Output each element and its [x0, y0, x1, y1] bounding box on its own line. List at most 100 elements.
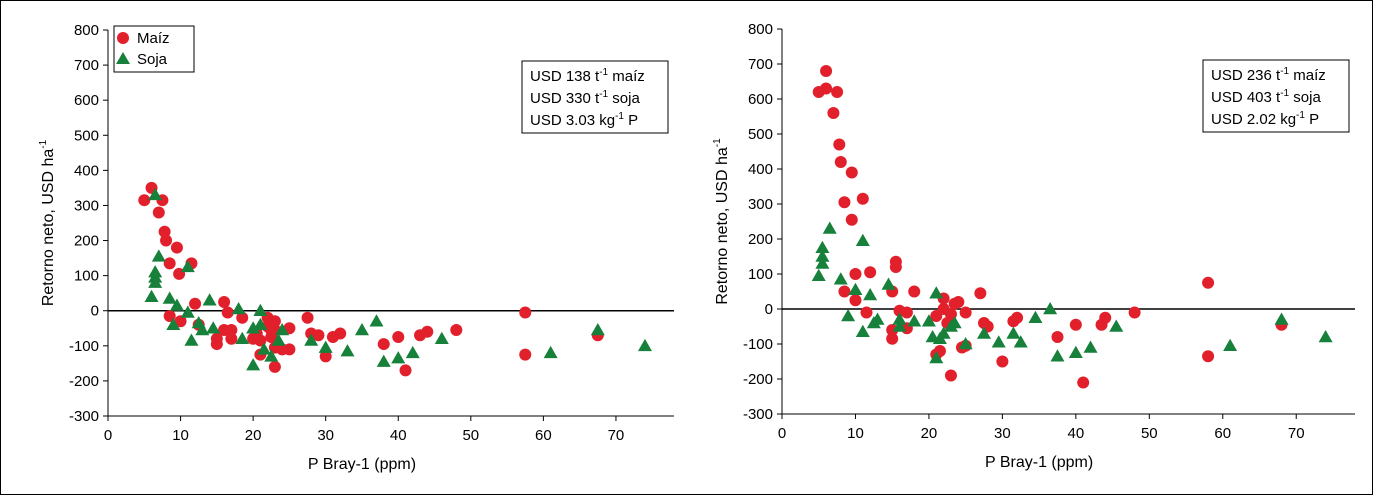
maiz-point	[1011, 311, 1024, 324]
maiz-point	[218, 295, 231, 308]
maiz-point	[886, 332, 899, 345]
soja-point	[936, 326, 951, 339]
soja-point	[822, 221, 837, 234]
soja-point	[340, 344, 355, 357]
soja-point	[180, 259, 195, 273]
soja-point	[1013, 335, 1028, 348]
maiz-point	[860, 306, 873, 319]
maiz-point	[886, 324, 899, 336]
y-tick-label: 500	[74, 127, 99, 144]
y-tick-label: 800	[748, 21, 773, 38]
maiz-point	[399, 364, 412, 377]
y-tick-label: -200	[743, 371, 773, 388]
soja-point	[391, 351, 406, 364]
soja-point	[543, 345, 558, 359]
maiz-point	[996, 355, 1009, 368]
annotation-text: USD 3.03 kg	[530, 112, 615, 129]
y-tick-label: 600	[748, 91, 773, 108]
soja-point	[1068, 345, 1083, 358]
x-tick-label: 40	[390, 427, 407, 444]
scatter-chart: -300 -200 -100 0 100 200 300 400 500 600 700 800 0 10…	[712, 21, 1355, 471]
maiz-point	[312, 329, 325, 342]
soja-point	[892, 312, 907, 325]
soja-point	[811, 268, 826, 281]
maiz-point	[944, 369, 957, 382]
soja-point	[881, 277, 896, 290]
soja-point	[815, 256, 830, 269]
soja-point	[148, 187, 163, 201]
maiz-point	[152, 206, 165, 219]
y-tick-label: 700	[74, 57, 99, 74]
y-tick-label: 700	[748, 56, 773, 73]
annotation-rest: maíz	[1289, 67, 1326, 84]
annotation-line: USD 3.03 kg-1 P	[530, 111, 638, 129]
soja-point	[1109, 319, 1124, 332]
maiz-point	[283, 343, 296, 356]
soja-point	[1028, 310, 1043, 323]
maiz-point	[392, 331, 405, 344]
soja-point	[354, 323, 369, 336]
maiz-point	[833, 138, 846, 151]
soja-point	[166, 317, 181, 331]
annotation-rest: maíz	[608, 68, 645, 85]
maiz-point	[210, 332, 223, 345]
maiz-point	[225, 324, 238, 337]
maiz-point	[1202, 350, 1215, 363]
maiz-point	[838, 196, 851, 209]
soja-point	[870, 312, 885, 325]
maiz-point	[1202, 276, 1215, 289]
soja-point	[231, 301, 246, 315]
y-axis-label: Retorno neto, USD ha-1	[38, 139, 57, 306]
soja-point	[304, 333, 319, 346]
soja-point	[271, 333, 286, 346]
x-tick-label: 70	[608, 427, 625, 444]
soja-point	[892, 319, 907, 332]
annotation-line: USD 236 t-1 maíz	[1211, 66, 1326, 84]
x-tick-label: 30	[994, 425, 1011, 442]
annotation-rest: soja	[608, 90, 640, 107]
soja-point	[590, 323, 605, 336]
maiz-point	[1077, 376, 1090, 389]
maiz-point	[301, 311, 314, 324]
soja-point	[1274, 312, 1289, 325]
annotation-text: USD 236 t	[1211, 67, 1281, 84]
soja-point	[169, 298, 184, 311]
y-label-sup: -1	[38, 139, 49, 148]
y-tick-label: 200	[748, 231, 773, 248]
maiz-point	[889, 255, 902, 268]
soja-point	[235, 331, 250, 345]
soja-point	[144, 289, 159, 302]
annotation-sup: -1	[615, 111, 624, 122]
soja-point	[246, 321, 261, 334]
maiz-point	[864, 266, 877, 279]
maiz-point	[849, 268, 862, 280]
annotation-line: USD 2.02 kg-1 P	[1211, 110, 1319, 128]
maiz-point	[225, 332, 238, 345]
maiz-point	[834, 156, 847, 168]
legend-label: Soja	[137, 51, 168, 68]
x-tick-label: 50	[462, 427, 479, 444]
x-tick-label: 20	[245, 427, 262, 444]
soja-point	[257, 342, 272, 355]
maiz-point	[334, 327, 347, 340]
y-tick-label: 200	[74, 233, 99, 250]
annotation-text: USD 330 t	[530, 90, 600, 107]
soja-point	[253, 303, 268, 316]
soja-point	[264, 349, 279, 362]
maiz-point	[952, 296, 965, 308]
maiz-point	[820, 82, 833, 95]
maiz-point	[138, 194, 151, 207]
y-axis-label: Retorno neto, USD ha-1	[712, 138, 731, 305]
soja-point	[841, 309, 856, 322]
soja-point	[921, 314, 936, 327]
maiz-point	[236, 311, 249, 324]
soja-point	[977, 326, 992, 339]
annotation-box	[521, 60, 669, 134]
y-tick-label: 300	[748, 196, 773, 213]
maiz-point	[519, 348, 532, 361]
annotation-box	[1202, 59, 1350, 133]
soja-point	[1006, 326, 1021, 339]
maiz-point	[900, 306, 913, 319]
soja-point	[929, 286, 944, 299]
y-tick-label: 0	[765, 301, 773, 318]
